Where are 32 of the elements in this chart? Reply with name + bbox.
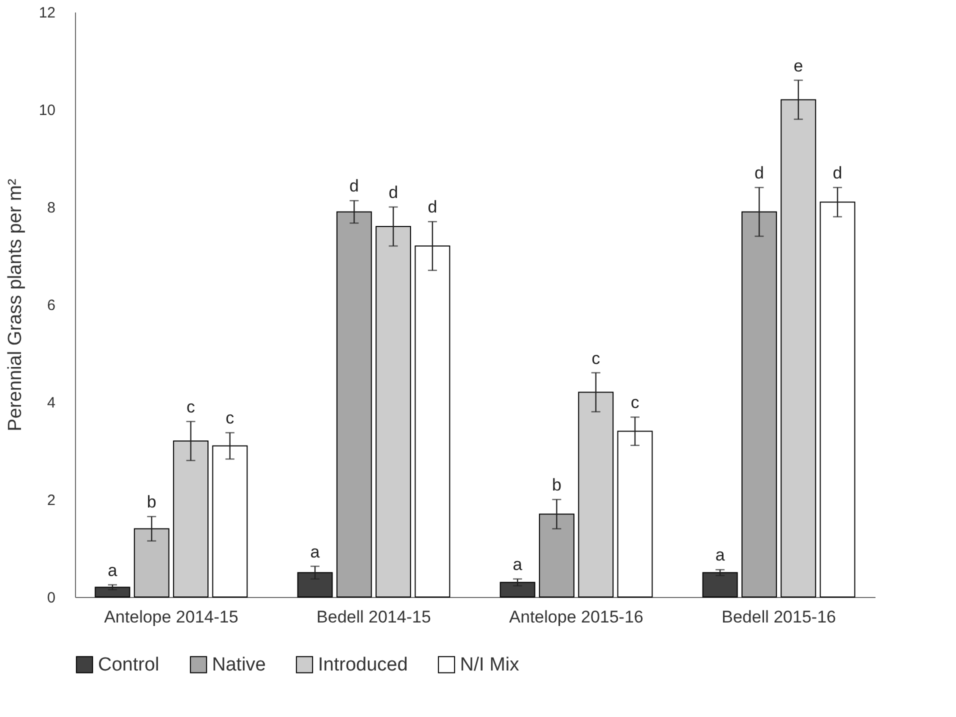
- legend-label: Native: [212, 654, 266, 676]
- data-label: b: [146, 492, 156, 512]
- data-label: b: [552, 476, 562, 494]
- legend-label: Control: [98, 654, 160, 676]
- y-tick-label: 6: [47, 297, 56, 314]
- data-label: d: [388, 183, 398, 202]
- y-tick-label: 10: [38, 102, 56, 119]
- data-label: d: [754, 164, 764, 182]
- y-tick-label: 4: [47, 394, 56, 412]
- data-label: a: [512, 554, 523, 574]
- data-label: a: [715, 546, 726, 565]
- data-label: d: [349, 176, 359, 196]
- y-axis-title: Perennial Grass plants per m²: [4, 178, 26, 432]
- x-tick-label: Antelope 2014-15: [104, 608, 238, 626]
- y-tick-label: 2: [47, 492, 56, 509]
- x-tick-label: Bedell 2015-16: [722, 608, 836, 626]
- data-label: c: [630, 393, 640, 412]
- data-label: c: [226, 408, 235, 428]
- data-label: d: [832, 164, 842, 182]
- data-label: a: [310, 542, 320, 562]
- data-label: c: [186, 398, 196, 416]
- y-tick-label: 12: [38, 4, 56, 22]
- data-label: a: [108, 560, 118, 580]
- legend-label: N/I Mix: [460, 654, 520, 676]
- y-tick-label: 0: [47, 590, 56, 606]
- data-label: c: [592, 348, 601, 368]
- y-tick-label: 8: [47, 200, 56, 216]
- legend-label: Introduced: [318, 654, 408, 676]
- data-label: d: [428, 198, 438, 217]
- x-tick-label: Antelope 2015-16: [509, 608, 644, 626]
- x-tick-label: Bedell 2014-15: [316, 608, 431, 626]
- data-label: e: [794, 56, 804, 76]
